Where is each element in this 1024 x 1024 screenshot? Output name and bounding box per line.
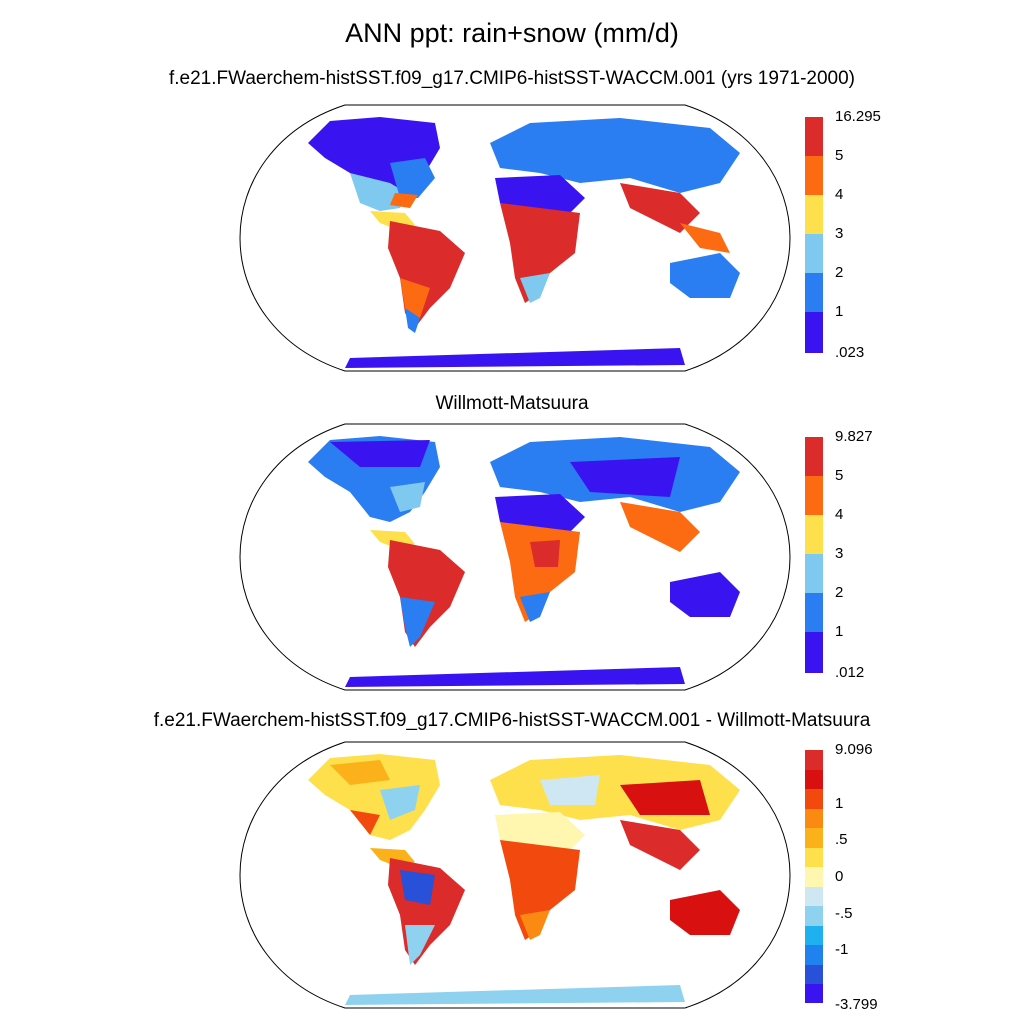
land-africa [495, 812, 585, 940]
colorbar-label: 3 [835, 225, 844, 242]
land-australia [670, 890, 740, 935]
land-africa [495, 494, 585, 622]
land-antarctica [345, 348, 685, 368]
land-antarctica [345, 667, 685, 687]
colorbar-box [805, 632, 823, 673]
colorbar-box [805, 847, 823, 867]
colorbar-label: 4 [835, 506, 844, 523]
panel-3-colorbar: 9.096 1 .5 0 -.5 -1 -3.799 [805, 742, 925, 1013]
land-south-america [388, 540, 465, 647]
colorbar-box [805, 984, 823, 1003]
colorbar-box [805, 886, 823, 906]
land-north-america [308, 754, 440, 840]
colorbar-label: 5 [835, 147, 844, 164]
colorbar-label: .012 [835, 664, 865, 681]
colorbar-label: -3.799 [835, 996, 878, 1013]
colorbar-box [805, 234, 823, 273]
colorbar-box [805, 750, 823, 770]
colorbar-box [805, 789, 823, 809]
colorbar-box [805, 769, 823, 789]
colorbar-box [805, 945, 823, 965]
colorbar-box [805, 593, 823, 632]
colorbar-label: 3 [835, 545, 844, 562]
land-eurasia [490, 755, 740, 870]
colorbar-box [805, 195, 823, 234]
land-australia [670, 253, 740, 298]
land-australia [670, 572, 740, 617]
colorbar-label: -.5 [835, 905, 853, 922]
land-eurasia [490, 437, 740, 552]
colorbar-label: 4 [835, 186, 844, 203]
colorbar-box [805, 867, 823, 887]
colorbar-label: 0 [835, 868, 844, 885]
panel-3-title: f.e21.FWaerchem-histSST.f09_g17.CMIP6-hi… [153, 710, 871, 731]
panel-2-colorbar: 9.827 5 4 3 2 1 .012 [805, 429, 925, 681]
panel-2-map [239, 423, 791, 691]
land-north-america [308, 117, 440, 211]
colorbar-box [805, 828, 823, 848]
panel-1-map [239, 104, 791, 372]
colorbar-box [805, 156, 823, 195]
colorbar-label: .5 [835, 831, 848, 848]
colorbar-label: 9.827 [835, 428, 873, 445]
land-south-america [388, 221, 465, 333]
colorbar-box [805, 312, 823, 353]
figure-title: ANN ppt: rain+snow (mm/d) [345, 18, 679, 48]
land-eurasia [490, 118, 740, 253]
colorbar-label: .023 [835, 344, 865, 361]
colorbar-label: 1 [835, 303, 844, 320]
colorbar-box [805, 273, 823, 312]
colorbar-label: -1 [835, 941, 849, 958]
colorbar-box [805, 476, 823, 515]
colorbar-box [805, 906, 823, 926]
colorbar-label: 5 [835, 467, 844, 484]
colorbar-box [805, 964, 823, 984]
land-north-america [308, 436, 440, 522]
panel-1-colorbar: 16.295 5 4 3 2 1 .023 [805, 109, 925, 361]
land-africa [495, 175, 585, 303]
panel-3-map [239, 741, 791, 1009]
land-antarctica [345, 985, 685, 1005]
panel-2-title: Willmott-Matsuura [435, 393, 589, 414]
colorbar-box [805, 808, 823, 828]
colorbar-box [805, 117, 823, 156]
colorbar-label: 1 [835, 795, 844, 812]
colorbar-box [805, 437, 823, 476]
colorbar-box [805, 515, 823, 554]
panel-1-title: f.e21.FWaerchem-histSST.f09_g17.CMIP6-hi… [168, 68, 855, 89]
colorbar-label: 2 [835, 264, 844, 281]
colorbar-box [805, 554, 823, 593]
land-south-america [388, 858, 465, 965]
colorbar-label: 1 [835, 623, 844, 640]
colorbar-label: 9.096 [835, 741, 873, 758]
colorbar-box [805, 925, 823, 945]
colorbar-label: 2 [835, 584, 844, 601]
colorbar-label: 16.295 [835, 108, 881, 125]
